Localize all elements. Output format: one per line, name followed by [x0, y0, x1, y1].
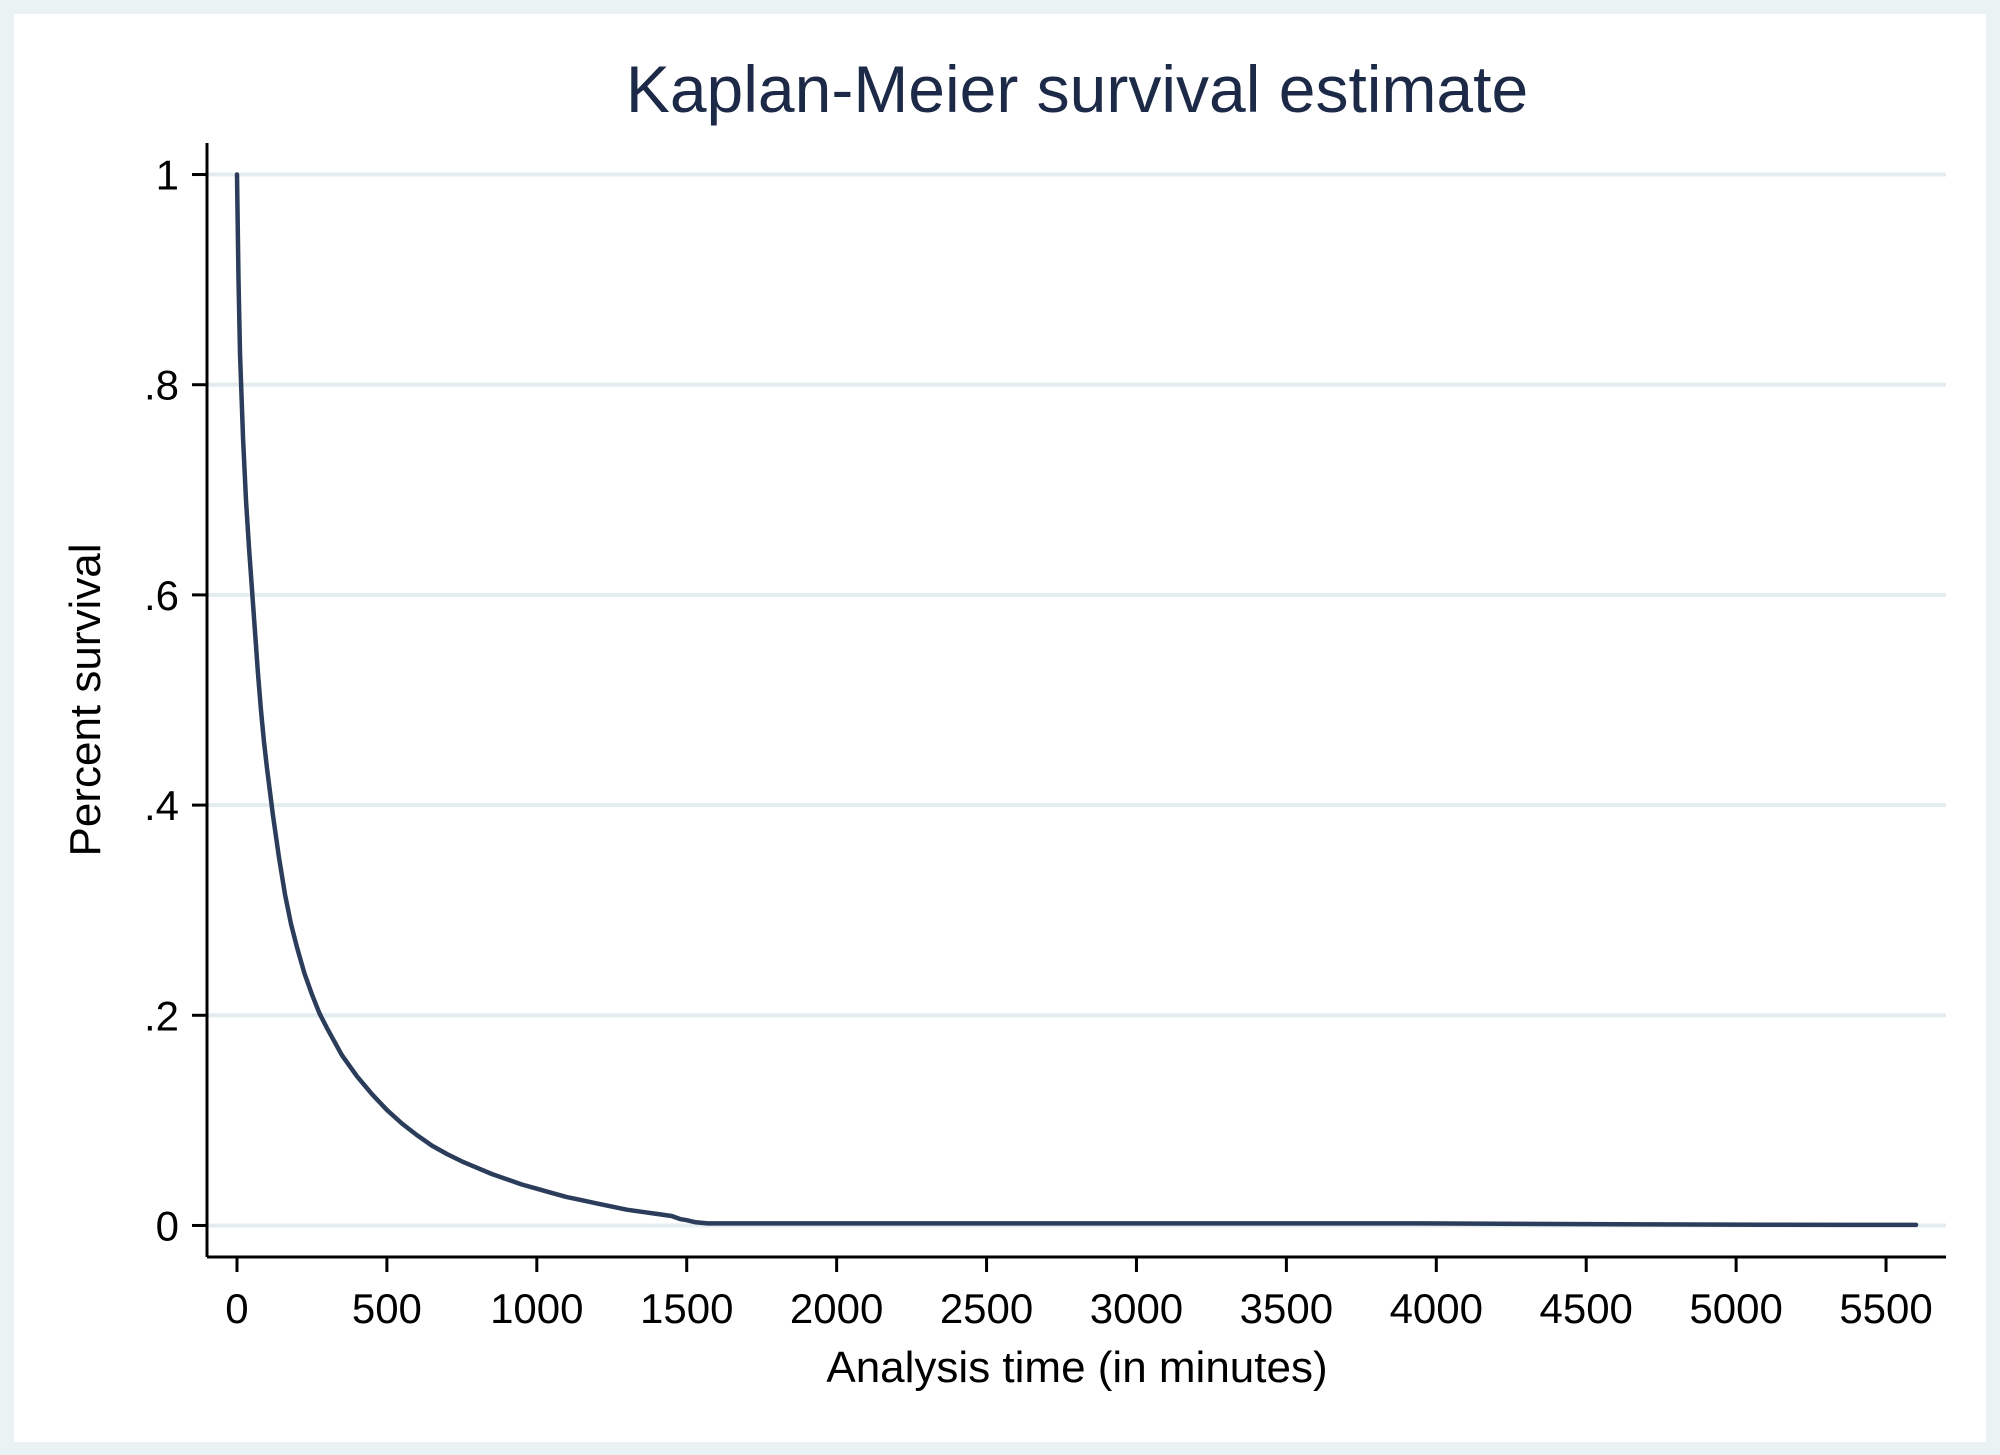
x-tick-label-3: 1500 [640, 1285, 733, 1332]
survival-curve-0 [234, 172, 1919, 1228]
x-tick-label-11: 5500 [1839, 1285, 1932, 1332]
series-layer [234, 172, 1919, 1228]
y-axis-label: Percent survival [61, 543, 110, 856]
x-axis-label: Analysis time (in minutes) [826, 1343, 1327, 1392]
y-tick-label-4: .8 [144, 362, 179, 409]
chart-title: Kaplan-Meier survival estimate [626, 52, 1528, 126]
plot-background [14, 14, 1986, 1442]
x-ticks: 0 500 1000 1500 2000 2500 3000 3500 4000 4500 5000… [225, 1257, 1933, 1332]
y-tick-label-3: .6 [144, 572, 179, 619]
axes [205, 143, 1946, 1259]
y-tick-label-5: 1 [156, 152, 179, 199]
x-tick-label-6: 3000 [1090, 1285, 1183, 1332]
x-tick-label-8: 4000 [1390, 1285, 1483, 1332]
x-tick-label-2: 1000 [490, 1285, 583, 1332]
y-ticks: 0 .2 .4 .6 .8 1 [144, 152, 207, 1249]
y-tick-label-0: 0 [156, 1202, 179, 1249]
x-tick-label-7: 3500 [1240, 1285, 1333, 1332]
x-tick-label-10: 5000 [1689, 1285, 1782, 1332]
y-tick-label-1: .2 [144, 992, 179, 1039]
x-tick-label-1: 500 [352, 1285, 422, 1332]
x-tick-label-9: 4500 [1539, 1285, 1632, 1332]
x-tick-label-4: 2000 [790, 1285, 883, 1332]
y-tick-label-2: .4 [144, 782, 179, 829]
x-tick-label-0: 0 [225, 1285, 248, 1332]
x-tick-label-5: 2500 [940, 1285, 1033, 1332]
